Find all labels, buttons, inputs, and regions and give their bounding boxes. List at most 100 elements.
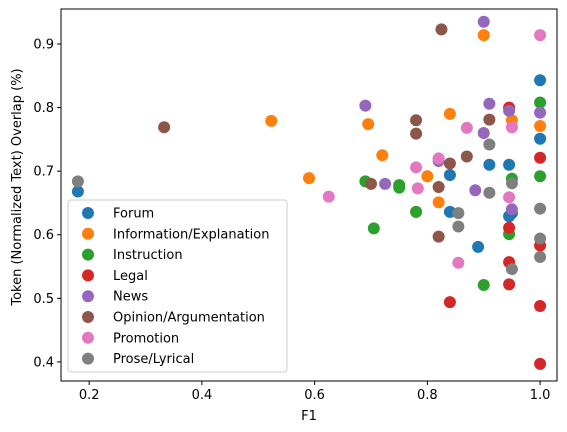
- data-point: [452, 207, 465, 220]
- data-point: [477, 15, 490, 28]
- data-point: [443, 157, 456, 170]
- data-point: [483, 138, 496, 151]
- y-tick-label: 0.9: [33, 37, 54, 52]
- data-point: [410, 127, 423, 140]
- axes: 0.2 0.4 0.6 0.8 1.0 0.4 0.5 0.6 0.7 0.8 0.9: [33, 8, 558, 403]
- data-point: [477, 29, 490, 42]
- data-point: [452, 220, 465, 233]
- series-news: [359, 15, 547, 216]
- data-point: [483, 186, 496, 199]
- data-point: [359, 99, 372, 112]
- data-points: [71, 15, 547, 370]
- y-tick-label: 0.6: [33, 228, 54, 243]
- data-point: [534, 132, 547, 145]
- data-point: [365, 177, 377, 190]
- data-point: [534, 96, 547, 109]
- data-point: [534, 170, 547, 183]
- y-tick-label: 0.7: [33, 165, 54, 180]
- data-point: [411, 182, 424, 195]
- data-point: [503, 158, 516, 171]
- x-axis-label: F1: [301, 409, 317, 424]
- series-forum: [71, 74, 547, 253]
- data-point: [452, 256, 465, 269]
- data-point: [71, 185, 84, 198]
- data-point: [158, 121, 171, 134]
- legend-marker: [82, 269, 94, 282]
- series-prose-lyrical: [71, 138, 547, 276]
- data-point: [379, 177, 392, 190]
- data-point: [534, 232, 547, 245]
- data-point: [376, 149, 389, 162]
- legend-marker: [82, 207, 94, 219]
- legend-label: Instruction: [113, 248, 183, 263]
- data-point: [432, 230, 445, 243]
- data-point: [410, 114, 423, 127]
- data-point: [71, 175, 84, 188]
- legend-marker: [82, 311, 94, 323]
- data-point: [534, 74, 547, 87]
- y-axis-label: Token (Normalized Text) Overlap (%): [10, 68, 25, 306]
- data-point: [503, 104, 516, 117]
- data-point: [421, 170, 434, 183]
- data-point: [503, 278, 516, 291]
- data-point: [432, 196, 445, 209]
- data-point: [505, 177, 518, 190]
- data-point: [483, 113, 496, 126]
- legend-marker: [82, 352, 94, 365]
- data-point: [469, 184, 482, 197]
- data-point: [505, 203, 518, 216]
- legend-box: [67, 199, 288, 373]
- data-point: [483, 97, 496, 110]
- legend-label: Opinion/Argumentation: [113, 311, 265, 326]
- legend-marker: [82, 290, 94, 303]
- data-point: [534, 202, 547, 215]
- plot-frame: [60, 8, 558, 382]
- series-promotion: [322, 29, 547, 269]
- data-point: [505, 263, 518, 276]
- data-point: [534, 29, 547, 42]
- legend-marker: [82, 248, 94, 261]
- legend-label: News: [113, 290, 148, 305]
- series-information-explanation: [265, 29, 547, 218]
- data-point: [435, 23, 448, 36]
- x-tick-label: 0.6: [304, 388, 325, 403]
- data-point: [367, 222, 380, 235]
- data-point: [472, 240, 485, 253]
- x-tick-label: 0.2: [79, 388, 100, 403]
- data-point: [443, 168, 456, 181]
- legend: Forum Information/Explanation Instruction L…: [67, 199, 288, 373]
- data-point: [534, 251, 547, 263]
- data-point: [362, 118, 375, 131]
- data-point: [432, 152, 445, 165]
- series-instruction: [359, 96, 547, 291]
- legend-label: Prose/Lyrical: [113, 352, 194, 367]
- data-point: [303, 172, 315, 185]
- data-point: [410, 161, 423, 174]
- data-point: [534, 151, 547, 164]
- legend-label: Promotion: [113, 331, 179, 346]
- data-point: [477, 127, 490, 139]
- legend-marker: [82, 331, 94, 344]
- data-point: [432, 181, 445, 194]
- series-opinion-argumentation: [158, 23, 496, 243]
- data-point: [503, 191, 516, 204]
- data-point: [534, 106, 547, 119]
- data-point: [534, 299, 547, 312]
- legend-label: Forum: [113, 207, 154, 222]
- data-point: [322, 190, 335, 203]
- data-point: [393, 181, 406, 194]
- data-point: [534, 120, 547, 133]
- legend-label: Legal: [113, 269, 148, 284]
- data-point: [477, 278, 490, 291]
- data-point: [410, 205, 423, 218]
- data-point: [265, 114, 278, 127]
- data-point: [503, 221, 516, 234]
- y-tick-label: 0.4: [33, 355, 54, 370]
- data-point: [505, 121, 518, 134]
- legend-marker: [82, 227, 94, 240]
- legend-label: Information/Explanation: [113, 227, 269, 242]
- data-point: [443, 296, 456, 309]
- data-point: [443, 107, 456, 120]
- y-tick-label: 0.5: [33, 292, 54, 307]
